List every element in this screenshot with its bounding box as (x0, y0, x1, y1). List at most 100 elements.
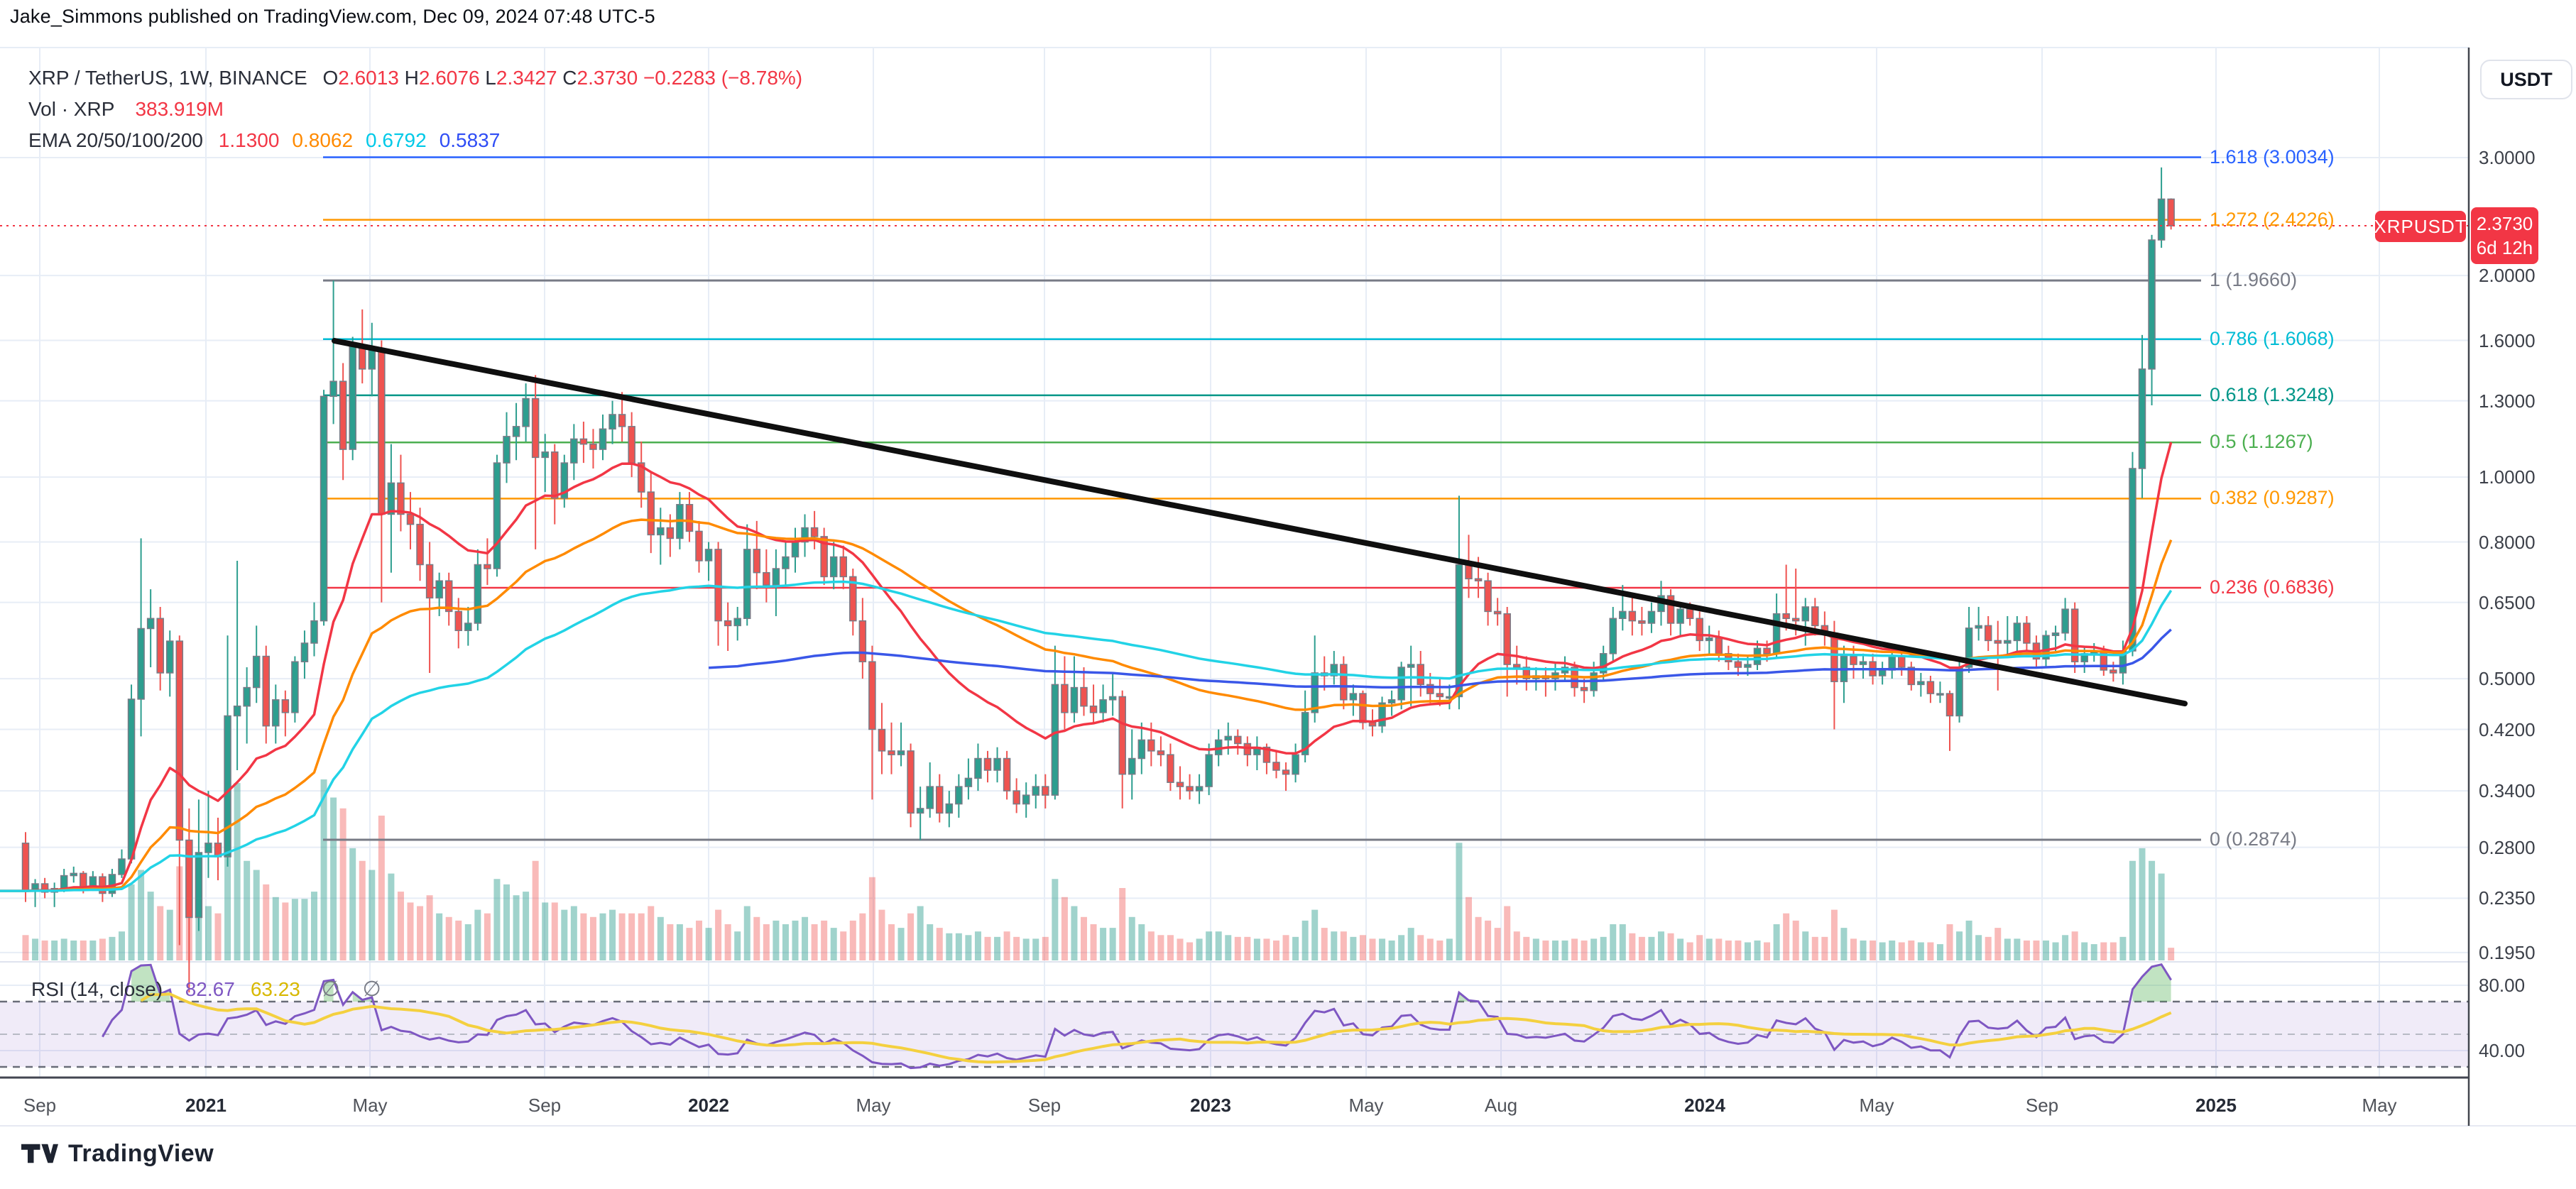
volume-bar (349, 848, 356, 960)
volume-bar (1292, 936, 1299, 960)
candle-body (1378, 702, 1386, 727)
volume-bar (109, 936, 116, 960)
volume-bar (1225, 935, 1232, 960)
currency-toggle-button[interactable]: USDT (2480, 60, 2572, 99)
last-price-badge: 2.3730 6d 12h (2471, 207, 2538, 264)
candle-body (657, 527, 665, 536)
volume-bar (32, 938, 39, 960)
candle-body (2110, 669, 2117, 674)
volume-bar (840, 931, 847, 960)
volume-bar (1658, 931, 1664, 960)
candle-body (1436, 693, 1444, 698)
volume-bar (955, 933, 962, 960)
volume-bar (1475, 916, 1482, 960)
candle-body (2013, 623, 2021, 642)
volume-bar (1494, 928, 1501, 960)
candle-body (1638, 620, 1646, 624)
candle-body (1272, 762, 1280, 771)
volume-bar (1860, 940, 1867, 960)
candle-body (243, 686, 251, 707)
candle-body (618, 414, 626, 427)
volume-bar (532, 860, 539, 960)
candle-body (1628, 610, 1637, 622)
fib-level-label: 1.272 (2.4226) (2210, 208, 2335, 230)
candle-body (1955, 667, 1963, 717)
candle-body (291, 661, 299, 713)
candle-body (551, 451, 559, 499)
volume-bar (2043, 940, 2049, 960)
volume-bar (946, 933, 953, 960)
candle-body (1292, 754, 1299, 775)
volume-bar (696, 920, 702, 960)
volume-bar (1840, 928, 1848, 960)
price-tick-label: 3.0000 (2479, 147, 2536, 168)
candle-body (1926, 681, 1935, 694)
candle-body (1032, 786, 1039, 796)
volume-legend[interactable]: Vol · XRP 383.919M (28, 98, 224, 121)
volume-bar (291, 899, 298, 960)
candle-body (647, 491, 655, 536)
fib-level-label: 0.5 (1.1267) (2210, 431, 2313, 453)
time-tick-label: 2021 (185, 1095, 227, 1116)
volume-bar (234, 783, 241, 960)
volume-bar (2052, 942, 2059, 960)
volume-bar (734, 931, 741, 960)
volume-bar (1889, 940, 1896, 960)
candle-body (137, 628, 145, 700)
candle-body (1609, 618, 1617, 654)
candle-body (1705, 637, 1713, 642)
volume-bar (484, 913, 491, 960)
candle-body (1917, 681, 1925, 686)
candle-body (1763, 647, 1771, 654)
candle-body (589, 443, 597, 450)
volume-bar (330, 797, 337, 960)
rsi-legend[interactable]: RSI (14, close) 82.67 63.23 ∅ ∅ (31, 977, 381, 1002)
volume-bar (2081, 942, 2088, 960)
volume-bar (60, 938, 67, 960)
volume-bar (80, 940, 87, 960)
candle-body (329, 380, 337, 398)
volume-bar (1764, 942, 1771, 960)
candle-body (763, 571, 770, 586)
volume-bar (1090, 924, 1097, 960)
time-tick-label: 2024 (1684, 1095, 1725, 1116)
volume-bar (474, 909, 481, 960)
candle-body (1945, 693, 1954, 717)
volume-bar (984, 936, 991, 960)
candle-body (772, 568, 780, 586)
volume-bar (2033, 940, 2040, 960)
candle-body (1898, 655, 1906, 668)
price-tick-label: 0.6500 (2479, 591, 2536, 613)
candle-body (435, 580, 443, 599)
candle-body (628, 426, 635, 464)
candle-body (444, 580, 453, 613)
volume-bar (2090, 944, 2097, 960)
volume-bar (1466, 897, 1472, 960)
candle-body (1397, 667, 1405, 701)
candle-body (637, 462, 645, 493)
candle-body (1128, 757, 1136, 775)
volume-bar (1523, 936, 1530, 960)
candle-body (1147, 739, 1155, 752)
volume-bar (1157, 935, 1164, 960)
price-tick-label: 1.6000 (2479, 329, 2536, 351)
candle-body (974, 757, 982, 779)
candle-body (1984, 625, 1992, 642)
ema-legend[interactable]: EMA 20/50/100/200 1.1300 0.8062 0.6792 0.58… (28, 129, 513, 152)
tradingview-logo[interactable]: TradingView (21, 1137, 214, 1170)
candle-body (1994, 640, 2002, 644)
volume-bar (1301, 920, 1309, 960)
volume-bar (1321, 928, 1328, 960)
candle-body (2148, 239, 2156, 370)
volume-bar (493, 879, 501, 960)
volume-bar (657, 916, 664, 960)
candle-body (1493, 610, 1502, 615)
symbol-legend[interactable]: XRP / TetherUS, 1W, BINANCE O2.6013 H2.6… (28, 67, 802, 89)
ohlc-o: O2.6013 (322, 67, 399, 89)
volume-bar (561, 909, 568, 960)
candle-body (406, 513, 415, 525)
candle-body (1830, 632, 1838, 682)
fib-level-label: 0.382 (0.9287) (2210, 487, 2335, 509)
volume-bar (1821, 936, 1828, 960)
